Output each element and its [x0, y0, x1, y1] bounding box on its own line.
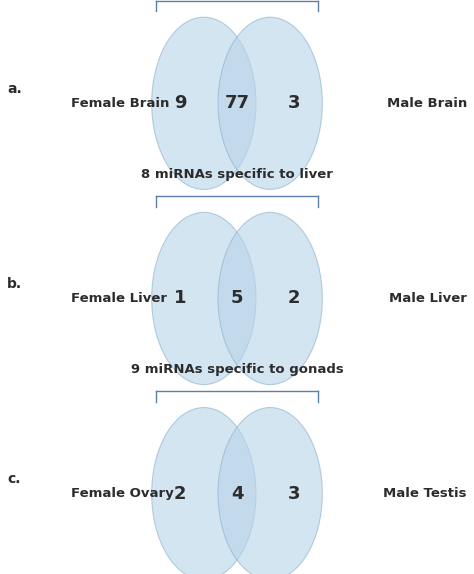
- Text: Male Brain: Male Brain: [387, 97, 467, 110]
- Text: b.: b.: [7, 277, 22, 291]
- Text: Male Liver: Male Liver: [389, 292, 467, 305]
- Text: 9 miRNAs specific to gonads: 9 miRNAs specific to gonads: [131, 363, 343, 376]
- Text: 2: 2: [287, 289, 300, 308]
- Text: 2: 2: [174, 484, 187, 503]
- Ellipse shape: [218, 17, 322, 189]
- Text: 8 miRNAs specific to liver: 8 miRNAs specific to liver: [141, 168, 333, 181]
- Text: 1: 1: [174, 289, 187, 308]
- Ellipse shape: [152, 212, 256, 385]
- Text: a.: a.: [7, 82, 22, 96]
- Text: Male Testis: Male Testis: [383, 487, 467, 500]
- Text: 9: 9: [174, 94, 187, 113]
- Text: Female Brain: Female Brain: [71, 97, 170, 110]
- Text: 3: 3: [287, 94, 300, 113]
- Text: 3: 3: [287, 484, 300, 503]
- Text: 4: 4: [231, 484, 243, 503]
- Ellipse shape: [152, 408, 256, 574]
- Text: c.: c.: [7, 472, 20, 486]
- Text: Female Ovary: Female Ovary: [71, 487, 174, 500]
- Text: 77: 77: [225, 94, 249, 113]
- Ellipse shape: [218, 408, 322, 574]
- Ellipse shape: [218, 212, 322, 385]
- Ellipse shape: [152, 17, 256, 189]
- Text: 5: 5: [231, 289, 243, 308]
- Text: Female Liver: Female Liver: [71, 292, 167, 305]
